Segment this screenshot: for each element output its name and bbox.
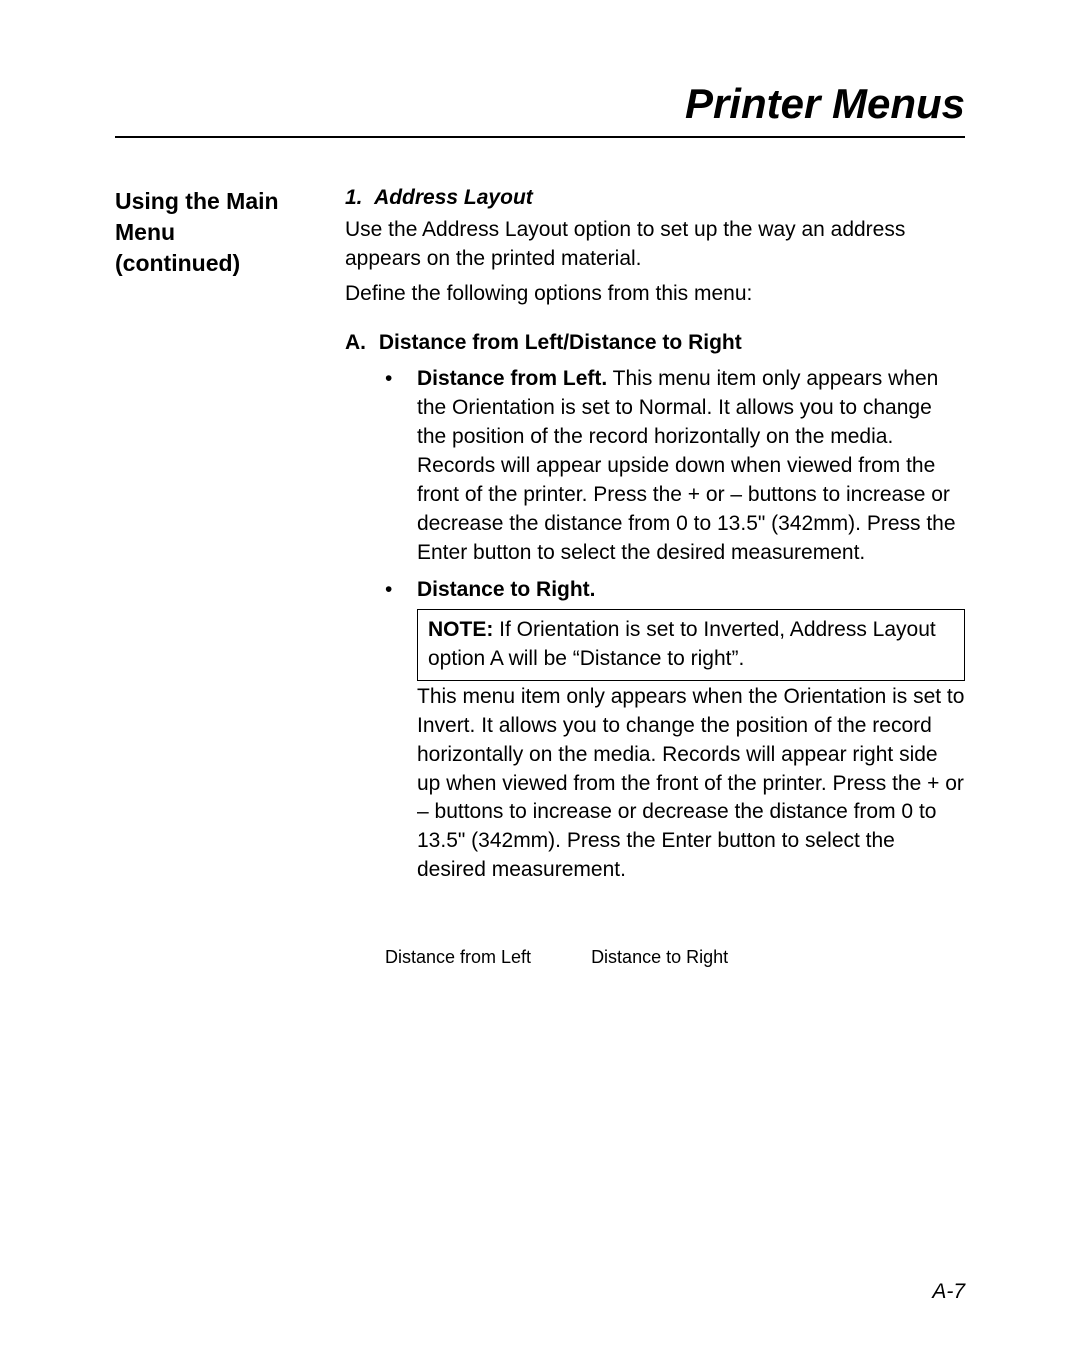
note-text: If Orientation is set to Inverted, Addre… [428, 618, 936, 670]
bullet-lead-right: Distance to Right. [417, 578, 596, 601]
bullet-lead-left: Distance from Left. [417, 367, 607, 390]
section-number: 1. [345, 186, 369, 210]
section-define: Define the following options from this m… [345, 280, 965, 309]
chapter-title: Printer Menus [115, 80, 965, 138]
figure-label-right: Distance to Right [591, 947, 728, 968]
subheading: A. Distance from Left/Distance to Right [345, 331, 965, 355]
sidebar-heading: Using the Main Menu (continued) [115, 186, 305, 279]
sidebar: Using the Main Menu (continued) [115, 186, 305, 968]
figure-label-left: Distance from Left [385, 947, 531, 968]
section-title: 1. Address Layout [345, 186, 965, 210]
bullet-text-left: This menu item only ap­pears when the Or… [417, 367, 956, 564]
section-intro: Use the Address Layout option to set up … [345, 216, 965, 274]
bullet-item-left: Distance from Left. This menu item only … [385, 365, 965, 568]
main-content: 1. Address Layout Use the Address Layout… [345, 186, 965, 968]
subheading-title: Distance from Left/Distance to Right [379, 331, 742, 354]
page-number: A-7 [932, 1280, 965, 1304]
subheading-letter: A. [345, 331, 373, 355]
note-box: NOTE: If Orientation is set to Inverted,… [417, 609, 965, 681]
note-lead: NOTE: [428, 618, 493, 641]
after-note-text: This menu item only appears when the Ori… [417, 683, 965, 886]
bullet-list: Distance from Left. This menu item only … [345, 365, 965, 885]
bullet-item-right: Distance to Right. NOTE: If Orientation … [385, 576, 965, 886]
figure-labels: Distance from Left Distance to Right [385, 947, 965, 968]
section-title-text: Address Layout [374, 186, 533, 209]
content-row: Using the Main Menu (continued) 1. Addre… [115, 186, 965, 968]
